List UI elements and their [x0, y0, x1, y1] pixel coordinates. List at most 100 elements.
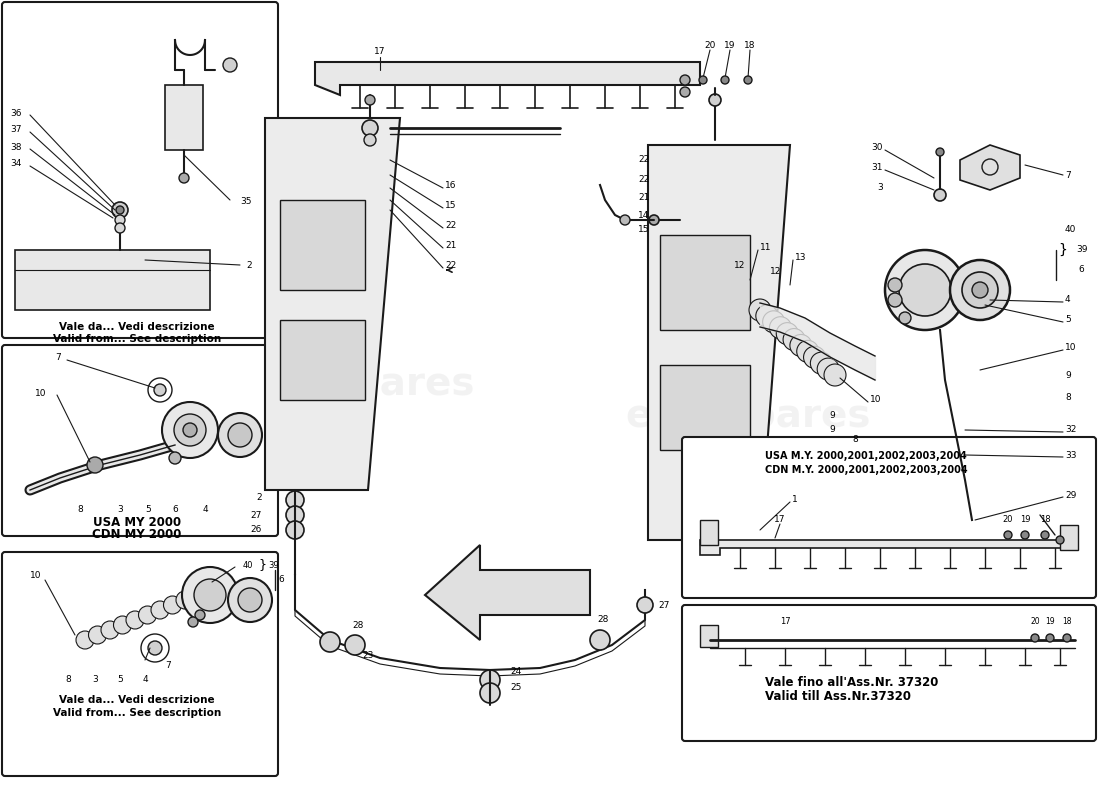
- Text: 17: 17: [374, 47, 386, 57]
- Polygon shape: [15, 250, 210, 310]
- Circle shape: [320, 632, 340, 652]
- Text: 25: 25: [510, 683, 521, 693]
- Text: 27: 27: [658, 601, 670, 610]
- Circle shape: [698, 76, 707, 84]
- Circle shape: [777, 322, 799, 345]
- Text: 19: 19: [1020, 515, 1031, 525]
- Circle shape: [888, 293, 902, 307]
- Text: 3: 3: [117, 506, 123, 514]
- Circle shape: [116, 215, 125, 225]
- Text: Valid from... See description: Valid from... See description: [53, 708, 221, 718]
- FancyBboxPatch shape: [2, 2, 278, 338]
- Circle shape: [811, 352, 833, 374]
- Text: 8: 8: [1065, 394, 1070, 402]
- FancyBboxPatch shape: [2, 552, 278, 776]
- Circle shape: [218, 413, 262, 457]
- Bar: [700, 625, 718, 647]
- Text: eurospares: eurospares: [229, 365, 475, 403]
- Text: 5: 5: [117, 675, 123, 685]
- Text: 22: 22: [638, 155, 649, 165]
- Text: 39: 39: [1076, 246, 1088, 254]
- Text: 11: 11: [760, 243, 771, 253]
- Circle shape: [364, 134, 376, 146]
- Circle shape: [286, 506, 304, 524]
- Text: 13: 13: [795, 254, 806, 262]
- Text: 28: 28: [352, 621, 364, 630]
- Text: 24: 24: [510, 667, 521, 677]
- Polygon shape: [315, 62, 700, 95]
- Circle shape: [154, 384, 166, 396]
- Circle shape: [790, 334, 812, 357]
- Text: 19: 19: [1045, 618, 1055, 626]
- Text: 8: 8: [77, 506, 82, 514]
- Text: 9: 9: [1065, 370, 1070, 379]
- Circle shape: [87, 457, 103, 473]
- Text: 10: 10: [870, 395, 881, 405]
- Circle shape: [76, 631, 94, 649]
- FancyBboxPatch shape: [2, 345, 278, 536]
- Circle shape: [1063, 634, 1071, 642]
- Bar: [660, 235, 750, 330]
- FancyBboxPatch shape: [682, 605, 1096, 741]
- Text: 14: 14: [638, 210, 649, 219]
- Text: 12: 12: [734, 261, 745, 270]
- Circle shape: [796, 340, 818, 362]
- Polygon shape: [700, 540, 1075, 555]
- Circle shape: [182, 567, 238, 623]
- Circle shape: [1046, 634, 1054, 642]
- Text: 7: 7: [55, 354, 60, 362]
- Circle shape: [756, 305, 778, 327]
- Polygon shape: [648, 145, 790, 540]
- Circle shape: [649, 215, 659, 225]
- Bar: [660, 365, 750, 450]
- Text: 17: 17: [774, 515, 785, 525]
- Circle shape: [183, 423, 197, 437]
- Text: 16: 16: [446, 181, 456, 190]
- Text: 4: 4: [1065, 295, 1070, 305]
- Text: 22: 22: [446, 221, 456, 230]
- Text: 3: 3: [92, 675, 98, 685]
- Circle shape: [886, 250, 965, 330]
- Circle shape: [238, 588, 262, 612]
- Text: 32: 32: [1065, 426, 1077, 434]
- Text: 10: 10: [35, 389, 46, 398]
- Circle shape: [620, 215, 630, 225]
- Circle shape: [962, 272, 998, 308]
- Text: Valid till Ass.Nr.37320: Valid till Ass.Nr.37320: [764, 690, 911, 703]
- Circle shape: [88, 626, 107, 644]
- FancyBboxPatch shape: [682, 437, 1096, 598]
- Circle shape: [113, 616, 132, 634]
- Circle shape: [1041, 531, 1049, 539]
- Text: Vale fino all'Ass.Nr. 37320: Vale fino all'Ass.Nr. 37320: [764, 677, 938, 690]
- Circle shape: [179, 173, 189, 183]
- Circle shape: [365, 95, 375, 105]
- Text: 5: 5: [145, 506, 151, 514]
- Circle shape: [762, 311, 784, 333]
- Circle shape: [637, 597, 653, 613]
- Circle shape: [936, 148, 944, 156]
- Text: 10: 10: [1065, 343, 1077, 353]
- Circle shape: [899, 312, 911, 324]
- Text: 40: 40: [1065, 226, 1077, 234]
- Text: 22: 22: [446, 261, 456, 270]
- Text: 26: 26: [251, 526, 262, 534]
- Text: }: }: [1058, 243, 1067, 257]
- Circle shape: [1021, 531, 1028, 539]
- Circle shape: [680, 87, 690, 97]
- Text: CDN MY 2000: CDN MY 2000: [92, 527, 182, 541]
- Circle shape: [744, 76, 752, 84]
- Circle shape: [286, 521, 304, 539]
- Polygon shape: [425, 545, 590, 640]
- Circle shape: [194, 579, 226, 611]
- Text: 27: 27: [251, 510, 262, 519]
- Text: 4: 4: [142, 675, 147, 685]
- Bar: [280, 320, 365, 400]
- Text: 36: 36: [11, 109, 22, 118]
- Text: USA M.Y. 2000,2001,2002,2003,2004: USA M.Y. 2000,2001,2002,2003,2004: [764, 451, 967, 461]
- Circle shape: [116, 223, 125, 233]
- Circle shape: [590, 630, 610, 650]
- Circle shape: [362, 120, 378, 136]
- Text: 29: 29: [1065, 490, 1077, 499]
- Circle shape: [174, 414, 206, 446]
- Text: 5: 5: [1065, 315, 1070, 325]
